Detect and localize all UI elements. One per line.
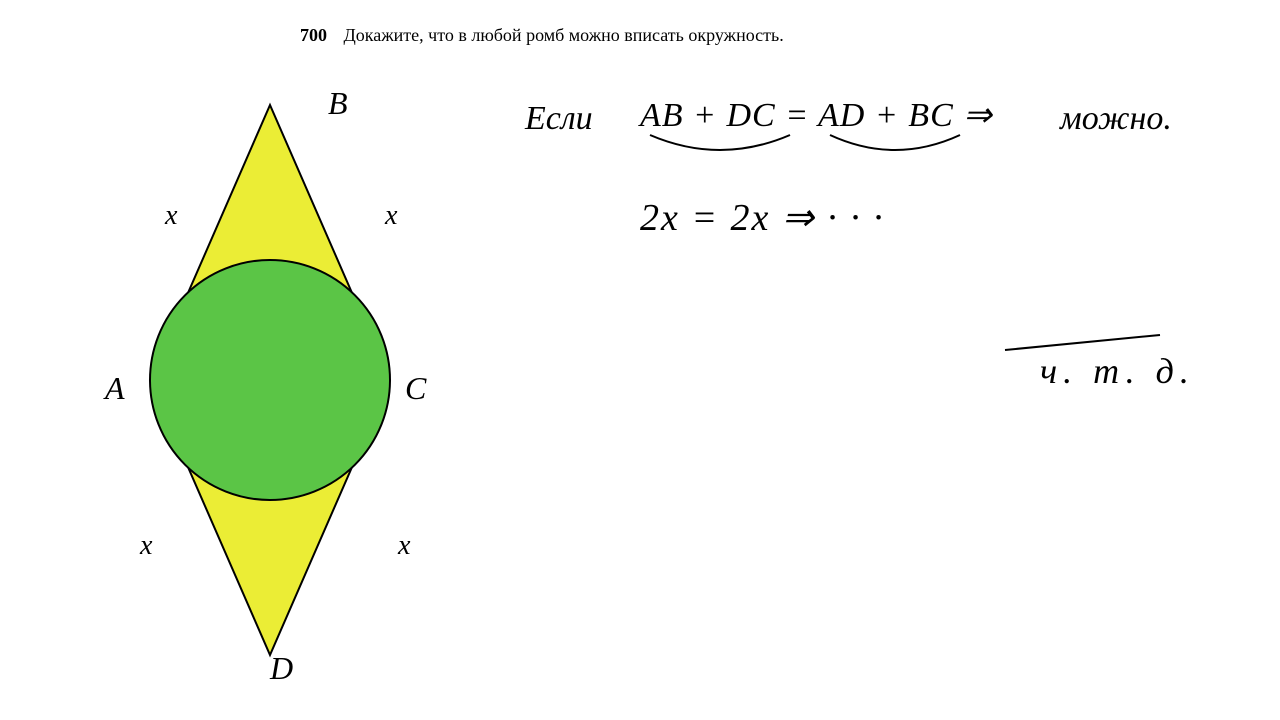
vertex-c-label: C (405, 370, 426, 407)
problem-header: 700 Докажите, что в любой ромб можно впи… (300, 25, 784, 46)
problem-number: 700 (300, 25, 327, 45)
geometry-diagram (130, 85, 410, 680)
side-label-x1: x (165, 200, 177, 232)
vertex-a-label: A (105, 370, 125, 407)
vertex-d-label: D (270, 650, 293, 687)
underbrace-right (830, 135, 960, 150)
underbrace-left (650, 135, 790, 150)
problem-text: Докажите, что в любой ромб можно вписать… (344, 25, 784, 45)
inscribed-circle (150, 260, 390, 500)
side-label-x4: x (398, 530, 410, 562)
vertex-b-label: B (328, 85, 348, 122)
proof-line1-eq: AB + DC = AD + BC ⇒ (640, 95, 993, 135)
underbrace-svg (640, 130, 1020, 170)
proof-line1-prefix: Если (525, 100, 593, 138)
proof-conclusion: ч. т. д. (1040, 350, 1195, 392)
diagram-svg (130, 85, 410, 675)
proof-line2: 2x = 2x ⇒ · · · (640, 195, 885, 240)
proof-line1-suffix: можно. (1060, 100, 1172, 138)
side-label-x2: x (385, 200, 397, 232)
side-label-x3: x (140, 530, 152, 562)
